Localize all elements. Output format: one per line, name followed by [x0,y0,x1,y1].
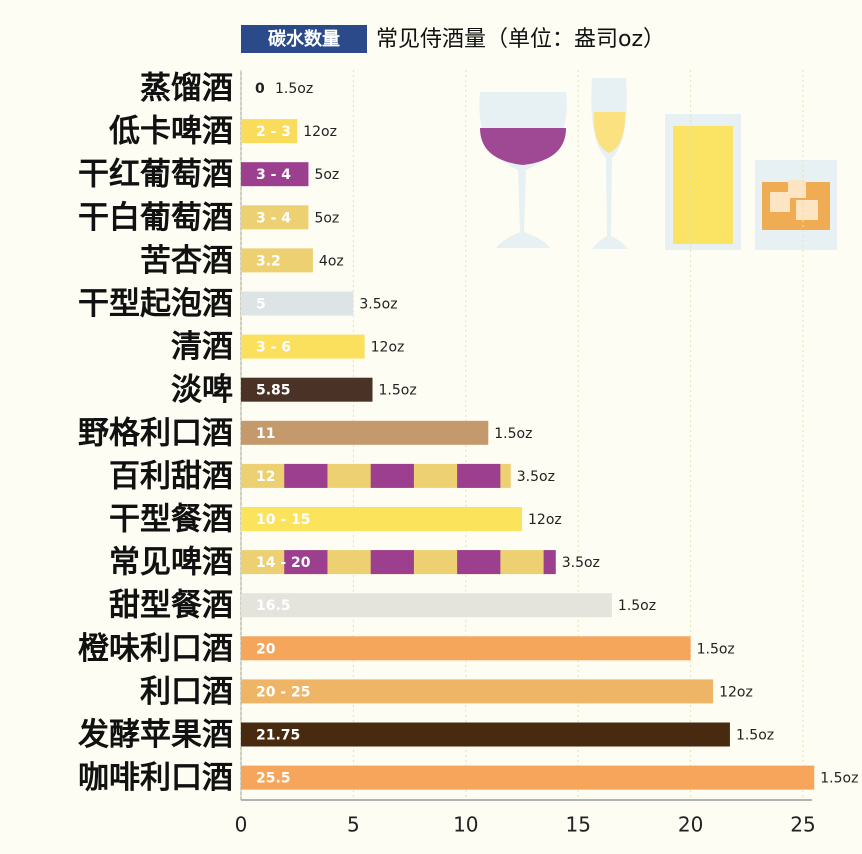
category-label: 百利甜酒 [109,458,233,494]
champagne [593,112,626,153]
ice [788,180,806,198]
category-label: 干红葡萄酒 [78,157,233,193]
bar [241,248,313,273]
category-label: 蒸馏酒 [140,71,233,107]
value-label: 3 - 4 [256,210,291,226]
serving-label: 5oz [314,210,339,226]
bar [241,507,522,531]
bar-stripe [457,463,501,488]
value-label: 20 [256,641,276,657]
bar-stripe [284,463,328,488]
serving-label: 1.5oz [494,426,532,442]
value-label: 3.2 [256,253,281,269]
value-label: 10 - 15 [256,512,311,528]
category-label: 利口酒 [140,674,233,710]
value-label: 5 [256,297,266,313]
bar [241,679,714,704]
serving-label: 1.5oz [736,728,774,744]
legend-label: 碳水数量 [268,28,340,50]
bar [241,593,612,618]
wine [480,128,566,165]
category-label: 甜型餐酒 [109,588,233,624]
serving-label: 12oz [528,512,562,528]
value-label: 12 [256,469,275,485]
serving-label: 1.5oz [820,771,858,787]
bar-stripe [370,463,414,488]
category-label: 发酵苹果酒 [77,717,233,753]
value-label: 11 [256,426,275,442]
serving-label: 1.5oz [275,81,313,97]
category-label: 干型餐酒 [109,502,233,538]
chart-title: 常见侍酒量（单位：盎司oz） [376,27,665,52]
value-label: 3 - 4 [256,167,291,183]
bar [241,334,365,359]
x-tick-label: 10 [453,813,478,837]
bar [241,636,691,661]
category-label: 苦杏酒 [140,243,233,279]
bar [241,205,309,230]
serving-label: 1.5oz [379,383,417,399]
serving-label: 3.5oz [517,469,555,485]
serving-label: 3.5oz [359,297,397,313]
serving-label: 1.5oz [697,641,735,657]
x-tick-label: 0 [235,813,248,837]
bar-stripe [284,550,328,575]
category-label: 低卡啤酒 [108,114,233,150]
bar-stripe [370,550,414,575]
bar [241,765,815,790]
value-label: 21.75 [256,728,300,744]
serving-label: 5oz [314,167,339,183]
category-label: 野格利口酒 [78,415,233,451]
category-label: 橙味利口酒 [78,631,233,667]
bar [241,291,354,316]
glasses [479,78,837,250]
category-label: 干白葡萄酒 [78,200,233,236]
value-label: 2 - 3 [256,124,291,140]
x-tick-label: 15 [565,813,590,837]
category-label: 淡啤 [171,372,233,408]
value-label: 0 [255,81,265,97]
ice [796,200,818,220]
bar [241,119,298,144]
category-label: 干型起泡酒 [78,286,233,322]
bar-stripe [457,550,501,575]
category-label: 常见啤酒 [109,545,233,581]
serving-label: 4oz [319,253,344,269]
bar [241,420,489,445]
x-tick-label: 20 [678,813,703,837]
bar [241,377,373,402]
legend-swatch [241,25,367,53]
serving-label: 1.5oz [618,598,656,614]
serving-label: 12oz [371,340,405,356]
value-label: 25.5 [256,771,291,787]
serving-label: 3.5oz [562,555,600,571]
value-label: 3 - 6 [256,340,291,356]
category-label: 咖啡利口酒 [78,760,233,796]
serving-label: 12oz [719,684,753,700]
x-tick-label: 25 [790,813,815,837]
bar-stripe [543,550,556,575]
value-label: 16.5 [256,598,291,614]
category-label: 清酒 [171,329,233,365]
value-label: 14 - 20 [256,555,311,571]
serving-label: 12oz [303,124,337,140]
bar [241,162,309,187]
ice [770,192,790,212]
bar [241,722,730,747]
beer [673,126,733,244]
value-label: 20 - 25 [256,684,311,700]
x-tick-label: 5 [347,813,360,837]
value-label: 5.85 [256,383,291,399]
